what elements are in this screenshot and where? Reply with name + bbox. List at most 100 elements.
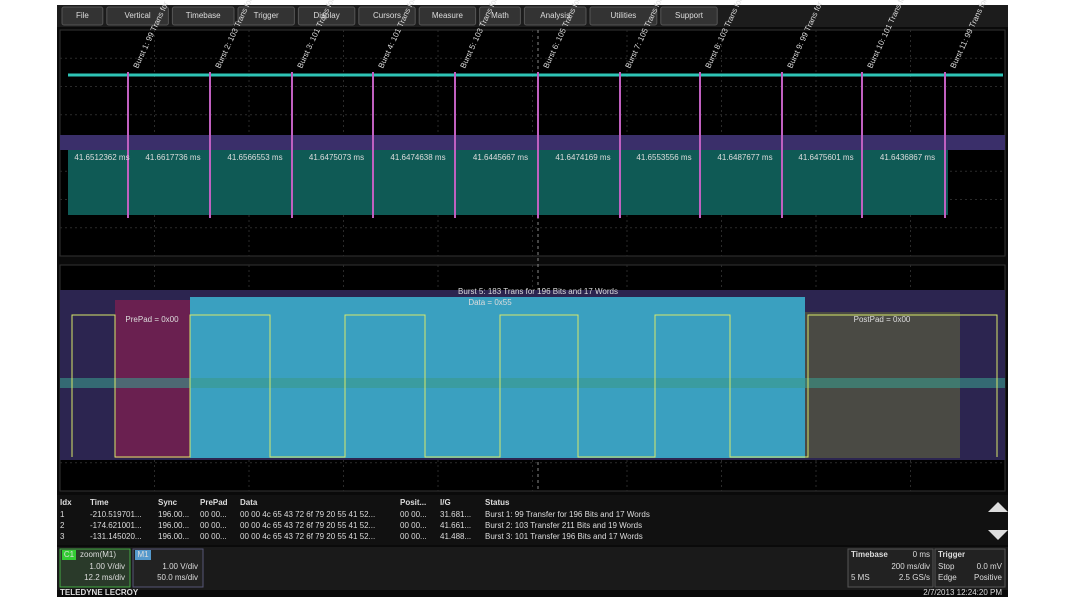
c1-tag-label: C1	[64, 550, 75, 559]
menu-button[interactable]	[171, 6, 235, 26]
menu-label[interactable]: Timebase	[186, 11, 221, 20]
table-header: Data	[240, 498, 258, 507]
table-cell: 00 00...	[200, 521, 227, 530]
timebase-samples: 5 MS	[851, 573, 870, 582]
menu-label[interactable]: Support	[675, 11, 704, 20]
c1-name: zoom(M1)	[80, 550, 116, 559]
measurement-label: 41.6617736 ms	[145, 153, 200, 162]
menu-label[interactable]: Measure	[432, 11, 464, 20]
measurement-label: 41.6475073 ms	[309, 153, 364, 162]
data-box	[190, 297, 805, 458]
menu-label[interactable]: Cursors	[373, 11, 401, 20]
measurement-label: 41.6475601 ms	[798, 153, 853, 162]
timebase-title: Timebase	[851, 550, 888, 559]
center-band	[60, 378, 1005, 388]
measurement-label: 41.6474169 ms	[555, 153, 610, 162]
postpad-label: PostPad = 0x00	[854, 315, 911, 324]
m1-tag-label: M1	[137, 550, 149, 559]
table-cell: 196.00...	[158, 532, 189, 541]
c1-tdiv: 12.2 ms/div	[84, 573, 125, 582]
table-cell: Burst 1: 99 Transfer for 196 Bits and 17…	[485, 510, 650, 519]
table-header: Time	[90, 498, 109, 507]
menu-button[interactable]	[61, 6, 104, 26]
menu-button[interactable]	[418, 6, 477, 26]
timebase-box[interactable]	[847, 548, 934, 588]
table-cell: 31.681...	[440, 510, 471, 519]
timebase-delay: 0 ms	[913, 550, 930, 559]
measurement-label: 41.6512362 ms	[74, 153, 129, 162]
trigger-level: 0.0 mV	[977, 562, 1003, 571]
m1-vdiv: 1.00 V/div	[162, 562, 198, 571]
table-header: Sync	[158, 498, 178, 507]
datetime: 2/7/2013 12:24:20 PM	[923, 588, 1002, 597]
menu-label[interactable]: Utilities	[611, 11, 637, 20]
menu-label[interactable]: Analysis	[540, 11, 570, 20]
menu-label[interactable]: Vertical	[124, 11, 150, 20]
table-header: I/G	[440, 498, 451, 507]
m1-tdiv: 50.0 ms/div	[157, 573, 198, 582]
scroll-down[interactable]	[988, 530, 1008, 540]
teal-area	[68, 150, 948, 215]
trigger-box[interactable]	[934, 548, 1006, 588]
trigger-mode: Stop	[938, 562, 955, 571]
table-cell: 196.00...	[158, 510, 189, 519]
table-cell: -210.519701...	[90, 510, 142, 519]
table-cell: -174.621001...	[90, 521, 142, 530]
table-cell: 00 00...	[200, 510, 227, 519]
data-label: Data = 0x55	[468, 298, 512, 307]
table-cell: 3	[60, 532, 65, 541]
menu-button[interactable]	[358, 6, 416, 26]
measurement-label: 41.6474638 ms	[390, 153, 445, 162]
menu-button[interactable]	[523, 6, 587, 26]
timebase-rate: 2.5 GS/s	[899, 573, 930, 582]
menu-label[interactable]: Display	[313, 11, 339, 20]
scroll-up[interactable]	[988, 502, 1008, 512]
table-cell: 1	[60, 510, 65, 519]
menu-button[interactable]	[106, 6, 169, 26]
trigger-title: Trigger	[938, 550, 965, 559]
table-cell: 00 00...	[400, 521, 427, 530]
table-panel	[57, 495, 1008, 545]
measurement-label: 41.6436867 ms	[880, 153, 935, 162]
menu-button[interactable]	[589, 6, 658, 26]
brand: TELEDYNE LECROY	[60, 588, 139, 597]
prepad-label: PrePad = 0x00	[125, 315, 179, 324]
trigger-slope: Positive	[974, 573, 1003, 582]
trigger-type: Edge	[938, 573, 957, 582]
table-cell: 196.00...	[158, 521, 189, 530]
c1-vdiv: 1.00 V/div	[89, 562, 125, 571]
square-wave	[71, 314, 998, 458]
table-cell: -131.145020...	[90, 532, 142, 541]
burst-title: Burst 5: 183 Trans for 196 Bits and 17 W…	[458, 287, 618, 296]
table-cell: 00 00...	[400, 510, 427, 519]
table-header: Idx	[60, 498, 72, 507]
c1-tag	[62, 550, 76, 560]
table-cell: 00 00...	[200, 532, 227, 541]
table-header: Posit...	[400, 498, 426, 507]
menu-button[interactable]	[297, 6, 356, 26]
menu-button[interactable]	[237, 6, 295, 26]
table-cell: 2	[60, 521, 65, 530]
table-header: Status	[485, 498, 510, 507]
table-cell: 00 00 4c 65 43 72 6f 79 20 55 41 52...	[240, 521, 375, 530]
purple-band	[60, 135, 1005, 150]
menu-label[interactable]: Trigger	[254, 11, 279, 20]
menu-button[interactable]	[660, 6, 718, 26]
measurement-label: 41.6553556 ms	[636, 153, 691, 162]
table-cell: Burst 3: 101 Transfer 196 Bits and 17 Wo…	[485, 532, 643, 541]
table-cell: 00 00...	[400, 532, 427, 541]
timebase-tdiv: 200 ms/div	[891, 562, 930, 571]
menu-label[interactable]: File	[76, 11, 89, 20]
measurement-label: 41.6445667 ms	[473, 153, 528, 162]
m1-tag	[135, 550, 151, 560]
menu-label[interactable]: Math	[491, 11, 509, 20]
table-header: PrePad	[200, 498, 228, 507]
menu-button[interactable]	[479, 6, 521, 26]
measurement-label: 41.6487677 ms	[717, 153, 772, 162]
table-cell: 00 00 4c 65 43 72 6f 79 20 55 41 52...	[240, 510, 375, 519]
table-cell: 41.488...	[440, 532, 471, 541]
table-cell: 41.661...	[440, 521, 471, 530]
measurement-label: 41.6566553 ms	[227, 153, 282, 162]
table-cell: Burst 2: 103 Transfer 211 Bits and 19 Wo…	[485, 521, 642, 530]
